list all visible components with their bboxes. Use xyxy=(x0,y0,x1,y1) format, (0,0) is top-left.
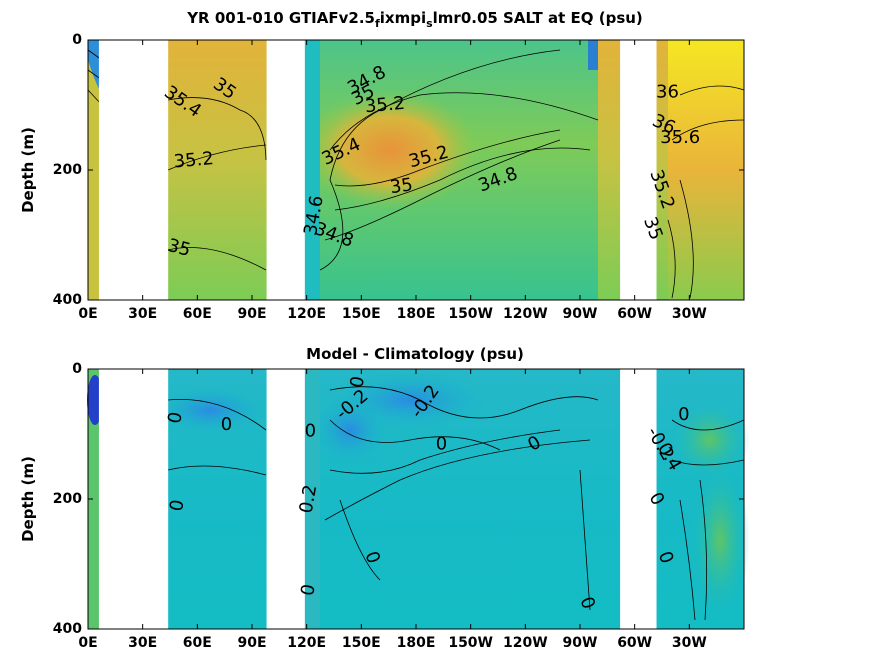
x-tick-label: 150W xyxy=(448,306,493,322)
top-contours xyxy=(87,49,745,299)
title-part: s xyxy=(426,17,433,30)
x-tick-label: 90E xyxy=(237,635,266,651)
y-tick-label: 0 xyxy=(72,361,82,377)
x-tick-label: 60E xyxy=(183,306,212,322)
missing-data-gap xyxy=(266,369,305,629)
bottom-axis-ticks: 0E 30E 60E 90E 120E 150E 180E 150W 120W 90W 60W 30W… xyxy=(53,361,744,651)
x-tick-label: 90W xyxy=(563,635,598,651)
y-tick-label: 400 xyxy=(53,292,82,308)
x-tick-label: 0E xyxy=(78,635,97,651)
x-tick-label: 0E xyxy=(78,306,97,322)
missing-data-gap xyxy=(98,40,169,300)
contour-label: 0 xyxy=(436,433,447,454)
missing-data-gap xyxy=(620,369,657,629)
contour-label: 35.6 xyxy=(660,127,700,148)
x-tick-label: 30W xyxy=(672,635,707,651)
title-part: f xyxy=(375,17,380,30)
contour-label: 35.2 xyxy=(364,93,406,117)
contour-label: 0 xyxy=(346,375,369,390)
top-data-gaps xyxy=(98,40,657,300)
x-tick-label: 120E xyxy=(287,635,326,651)
contour-label: 0 xyxy=(305,420,316,441)
y-tick-label: 200 xyxy=(53,491,82,507)
x-tick-label: 60E xyxy=(183,635,212,651)
title-part: lmr0.05 SALT at EQ (psu) xyxy=(433,9,643,27)
contour-label: 35 xyxy=(389,174,415,198)
bottom-chart-title: Model - Climatology (psu) xyxy=(306,345,524,363)
contour-label: 0 xyxy=(297,583,320,598)
y-tick-label: 0 xyxy=(72,32,82,48)
bottom-contours xyxy=(167,386,745,621)
y-tick-label: 400 xyxy=(53,621,82,637)
missing-data-gap xyxy=(620,40,657,300)
x-tick-label: 120E xyxy=(287,306,326,322)
title-part: YR 001-010 GTIAFv2.5 xyxy=(186,9,375,27)
contour-label: 0 xyxy=(678,404,689,425)
bottom-y-axis-label: Depth (m) xyxy=(19,456,37,542)
contour-label: 35.2 xyxy=(173,148,215,172)
contour-label: 0.2 xyxy=(296,483,322,515)
missing-data-gap xyxy=(98,369,169,629)
y-tick-label: 200 xyxy=(53,162,82,178)
x-tick-label: 150E xyxy=(342,635,381,651)
x-tick-label: 150W xyxy=(448,635,493,651)
x-tick-label: 90W xyxy=(563,306,598,322)
top-chart-title: YR 001-010 GTIAFv2.5fixmpislmr0.05 SALT … xyxy=(186,9,643,30)
x-tick-label: 60W xyxy=(617,306,652,322)
x-tick-label: 30W xyxy=(672,306,707,322)
contour-label: 36 xyxy=(656,82,679,103)
top-axis-ticks: 0E 30E 60E 90E 120E 150E 180E 150W 120W 90W 60W 30W… xyxy=(53,32,744,322)
x-tick-label: 30E xyxy=(128,306,157,322)
x-tick-label: 90E xyxy=(237,306,266,322)
x-tick-label: 150E xyxy=(342,306,381,322)
top-y-axis-label: Depth (m) xyxy=(19,127,37,213)
x-tick-label: 30E xyxy=(128,635,157,651)
x-tick-label: 120W xyxy=(503,306,548,322)
title-part: ixmpi xyxy=(380,9,426,27)
contour-label: 0 xyxy=(164,410,187,425)
contour-label: 0 xyxy=(166,498,189,513)
x-tick-label: 120W xyxy=(503,635,548,651)
missing-data-gap xyxy=(266,40,305,300)
x-tick-label: 180E xyxy=(397,635,436,651)
x-tick-label: 60W xyxy=(617,635,652,651)
x-tick-label: 180E xyxy=(397,306,436,322)
contour-label: 0 xyxy=(221,414,232,435)
bottom-data-gaps xyxy=(98,369,657,629)
